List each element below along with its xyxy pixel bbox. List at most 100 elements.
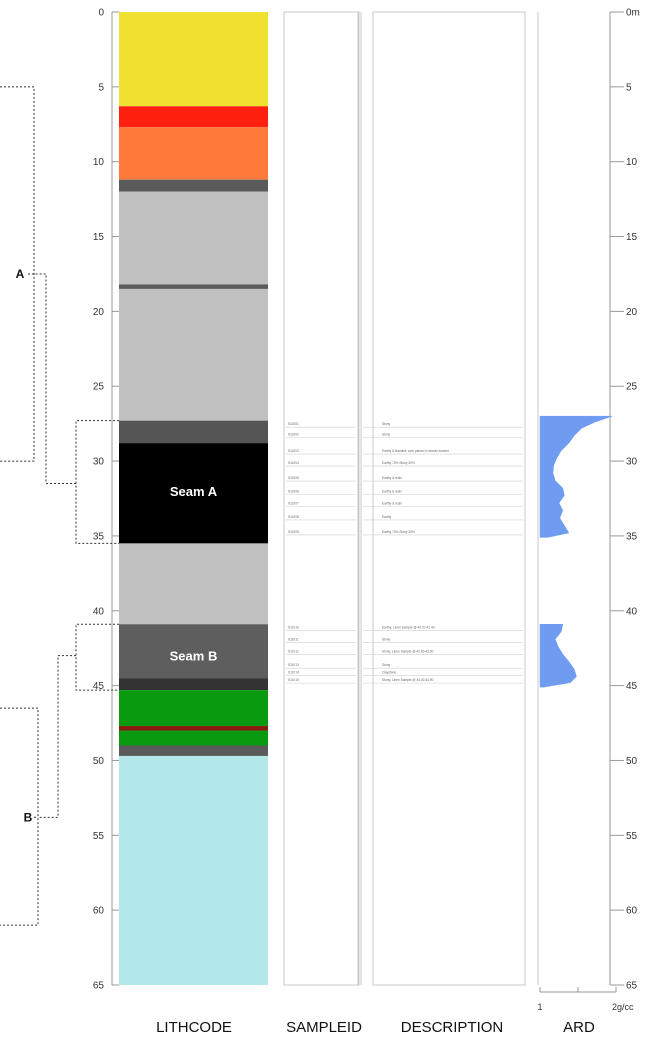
left-tick-label: 20: [93, 307, 105, 318]
description-heading: DESCRIPTION: [401, 1019, 504, 1036]
right-depth-axis: 0m 5 10 15 20 25 30 35 40 45 50 55 60 65: [609, 8, 640, 992]
sample-description: Stony: [382, 433, 391, 437]
left-tick-label: 0: [98, 8, 104, 19]
ard-tick-label: 1: [537, 1002, 542, 1012]
right-tick-label: 50: [626, 756, 638, 767]
lith-layer: [119, 106, 268, 128]
sample-id: S11006: [288, 490, 299, 494]
right-tick-label: 55: [626, 831, 638, 842]
sample-id: S11004: [288, 461, 299, 465]
sample-id: S11014: [288, 671, 299, 675]
right-tick-label: 65: [626, 981, 638, 992]
ard-profile: [539, 623, 577, 688]
sample-description: Claystone: [382, 671, 396, 675]
sample-description: Earthy & resin: [382, 501, 402, 505]
sub-group-bracket: [75, 623, 119, 691]
right-tick-label: 30: [626, 457, 638, 468]
lith-layer: [119, 443, 268, 544]
sub-group-bracket: [75, 420, 119, 544]
sample-id: S11015: [288, 678, 299, 682]
right-tick-label: 5: [626, 82, 632, 93]
seam-label: Seam A: [170, 484, 218, 499]
sample-id: S11010: [288, 626, 299, 630]
right-tick-label: 35: [626, 531, 638, 542]
column-frames: [283, 11, 539, 986]
sample-id: S11011: [288, 638, 299, 642]
sample-description: Earthy 70% Stony 30%: [382, 530, 415, 534]
left-tick-label: 60: [93, 906, 105, 917]
sample-description: Earthy; Linen Sample @ 40.70-41.40: [382, 626, 435, 630]
group-label: B: [24, 810, 33, 824]
description-column: [372, 11, 526, 986]
sample-description: Stony: [382, 638, 391, 642]
lith-layer: [119, 179, 268, 192]
lith-layer: [119, 678, 268, 691]
sample-rows: S11001 Stony S11002 Stony S11003 Earthy & Ban…: [286, 422, 523, 684]
right-tick-label: 45: [626, 681, 638, 692]
ard-tick-label: 2g/cc: [612, 1002, 634, 1012]
left-tick-label: 45: [93, 681, 105, 692]
lithcode-column: [119, 12, 268, 985]
sample-id: S11001: [288, 422, 299, 426]
lithcode-heading: LITHCODE: [156, 1019, 232, 1036]
left-tick-label: 50: [93, 756, 105, 767]
ard-heading: ARD: [563, 1019, 595, 1036]
lith-layer: [119, 690, 268, 727]
lith-layer: [119, 420, 268, 444]
right-tick-label: 25: [626, 382, 638, 393]
sampleid-heading: SAMPLEID: [286, 1019, 362, 1036]
right-tick-label: 15: [626, 232, 638, 243]
left-tick-label: 25: [93, 382, 105, 393]
group-brackets: AB: [0, 86, 119, 926]
right-tick-label: 0m: [626, 8, 640, 19]
lith-layer: [119, 730, 268, 746]
ard-profile: [539, 415, 613, 538]
left-tick-label: 35: [93, 531, 105, 542]
lith-layer: [119, 191, 268, 285]
lith-layer: [119, 284, 268, 289]
sample-id: S11003: [288, 449, 299, 453]
lith-layer: [119, 755, 268, 985]
sample-id: S11008: [288, 515, 299, 519]
sample-id: S11005: [288, 476, 299, 480]
lith-layer: [119, 543, 268, 625]
sample-description: Earthy & Banded; core placed in broken b…: [382, 449, 449, 453]
sample-description: Earthy: [382, 515, 392, 519]
left-tick-label: 30: [93, 457, 105, 468]
lith-layer: [119, 745, 268, 756]
sub-group-connector: [38, 655, 76, 818]
lith-layer: [119, 726, 268, 731]
lith-layer: [119, 624, 268, 679]
left-tick-label: 40: [93, 606, 105, 617]
group-label: A: [16, 267, 25, 281]
sample-description: Stony; Linen Sample @ 42.60-43.50: [382, 650, 434, 654]
sample-id: S11007: [288, 501, 299, 505]
lith-layer: [119, 288, 268, 421]
left-tick-label: 65: [93, 981, 105, 992]
left-tick-label: 15: [93, 232, 105, 243]
left-tick-label: 5: [98, 82, 104, 93]
sample-description: Stony: [382, 663, 391, 667]
seam-labels: Seam A Seam B: [170, 484, 218, 664]
sub-group-connector: [34, 273, 76, 485]
sampleid-column: [283, 11, 360, 986]
sample-description: Earthy & resin: [382, 476, 402, 480]
right-tick-label: 20: [626, 307, 638, 318]
ard-plot: 1 2g/cc: [537, 415, 634, 1012]
left-depth-axis: 0 5 10 15 20 25 30 35 40 45 50 55 60 65: [93, 8, 119, 992]
seam-label: Seam B: [170, 649, 218, 664]
sample-description: Stony; Linen Sample @ 44.30-44.90: [382, 678, 434, 682]
lith-layer: [119, 12, 268, 107]
sample-id: S11012: [288, 650, 299, 654]
sample-id: S11002: [288, 433, 299, 437]
right-tick-label: 10: [626, 157, 638, 168]
sample-description: Earthy 70% Stony 30%: [382, 461, 415, 465]
sample-description: Earthy & resin: [382, 490, 402, 494]
left-tick-label: 10: [93, 157, 105, 168]
right-tick-label: 40: [626, 606, 638, 617]
sample-description: Stony: [382, 422, 391, 426]
left-tick-label: 55: [93, 831, 105, 842]
sample-id: S11009: [288, 530, 299, 534]
right-tick-label: 60: [626, 906, 638, 917]
